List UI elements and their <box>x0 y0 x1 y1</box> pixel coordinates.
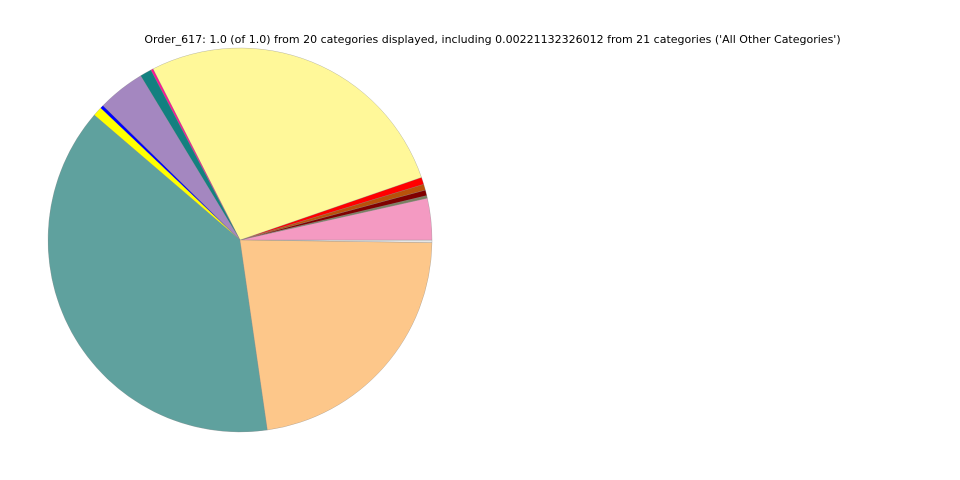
chart-title: Order_617: 1.0 (of 1.0) from 20 categori… <box>144 33 841 46</box>
pie-slice-13 <box>239 239 433 431</box>
pie-slice-12 <box>47 114 268 433</box>
pie-slice-6 <box>152 47 422 241</box>
